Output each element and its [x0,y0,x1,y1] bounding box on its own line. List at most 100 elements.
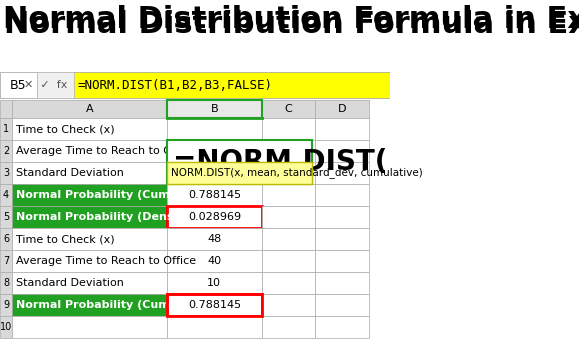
Bar [12,272,167,294]
Bar [167,140,262,162]
Text: ✕  ✓  fx: ✕ ✓ fx [24,80,68,90]
Bar [316,140,369,162]
Bar [167,162,262,184]
Bar [316,294,369,316]
Bar [0,72,390,98]
Bar [316,100,369,118]
Text: 48: 48 [207,234,221,244]
Text: Normal Probability (Density): Normal Probability (Density) [16,212,195,222]
Bar [0,316,12,338]
Bar [12,118,167,140]
Text: B5: B5 [10,78,27,92]
Text: B: B [211,104,218,114]
Bar [12,162,167,184]
Bar [0,272,12,294]
Text: Normal Distribution Formula in Excel: Normal Distribution Formula in Excel [4,10,579,39]
Bar [167,100,262,118]
Text: 9: 9 [3,300,9,310]
Bar [316,228,369,250]
Bar [316,316,369,338]
Bar [316,272,369,294]
Bar [316,206,369,228]
Bar [167,228,262,250]
Bar [262,162,316,184]
Text: 0.028969: 0.028969 [188,212,241,222]
Bar [167,206,262,228]
Bar [12,184,167,206]
Text: Average Time to Reach to Office: Average Time to Reach to Office [16,146,196,156]
Text: 0.788145: 0.788145 [188,190,241,200]
Bar [167,294,262,316]
Bar [262,294,316,316]
Text: D: D [338,104,347,114]
Bar [74,72,390,98]
FancyBboxPatch shape [167,162,312,184]
Text: 0.788145: 0.788145 [188,300,241,310]
Text: NORM.DIST(x, mean, standard_dev, cumulative): NORM.DIST(x, mean, standard_dev, cumulat… [171,168,422,179]
Text: 3: 3 [3,168,9,178]
Bar [0,228,12,250]
Text: Normal Probability (Cumulative): Normal Probability (Cumulative) [16,300,217,310]
Text: A: A [86,104,93,114]
Text: 2: 2 [3,146,9,156]
Bar [262,272,316,294]
Bar [262,206,316,228]
Bar [0,184,12,206]
Bar [0,72,37,98]
Bar [0,100,12,118]
FancyBboxPatch shape [167,140,312,184]
Text: 5: 5 [3,212,9,222]
Bar [12,294,167,316]
Bar [167,206,262,228]
Text: 6: 6 [3,234,9,244]
Bar [0,206,12,228]
Bar [167,316,262,338]
Bar [167,272,262,294]
Bar [316,184,369,206]
Bar [0,250,12,272]
Text: 4: 4 [3,190,9,200]
Bar [0,162,12,184]
Text: Time to Check (x): Time to Check (x) [16,234,114,244]
Text: Time to Check (x): Time to Check (x) [16,124,114,134]
Bar [12,100,167,118]
Bar [262,140,316,162]
Bar [316,118,369,140]
Bar [12,228,167,250]
Bar [12,140,167,162]
Bar [316,250,369,272]
Bar [262,184,316,206]
Bar [0,118,12,140]
Bar [0,294,12,316]
Bar [167,184,262,206]
Bar [167,100,262,118]
Bar [167,294,262,316]
Bar [12,316,167,338]
Text: Normal Distribution Formula in Excel: Normal Distribution Formula in Excel [3,5,579,34]
Text: 40: 40 [207,256,221,266]
Text: =NORM.DIST(: =NORM.DIST( [173,148,387,176]
Text: =NORM.DIST(B1,B2,B3,FALSE): =NORM.DIST(B1,B2,B3,FALSE) [78,78,273,92]
Bar [167,294,262,316]
Bar [12,250,167,272]
Text: 10: 10 [207,278,221,288]
Text: Standard Deviation: Standard Deviation [16,278,123,288]
Bar [262,100,316,118]
Bar [0,140,12,162]
Text: 1: 1 [3,124,9,134]
Text: 10: 10 [0,322,12,332]
Text: 7: 7 [3,256,9,266]
Bar [167,250,262,272]
Text: C: C [285,104,292,114]
Bar [262,316,316,338]
Text: 8: 8 [3,278,9,288]
Bar [262,250,316,272]
Bar [12,206,167,228]
Text: Standard Deviation: Standard Deviation [16,168,123,178]
Bar [316,162,369,184]
Text: Average Time to Reach to Office: Average Time to Reach to Office [16,256,196,266]
Bar [167,118,262,140]
Text: Normal Probability (Cumulative): Normal Probability (Cumulative) [16,190,217,200]
Bar [262,228,316,250]
Bar [262,118,316,140]
